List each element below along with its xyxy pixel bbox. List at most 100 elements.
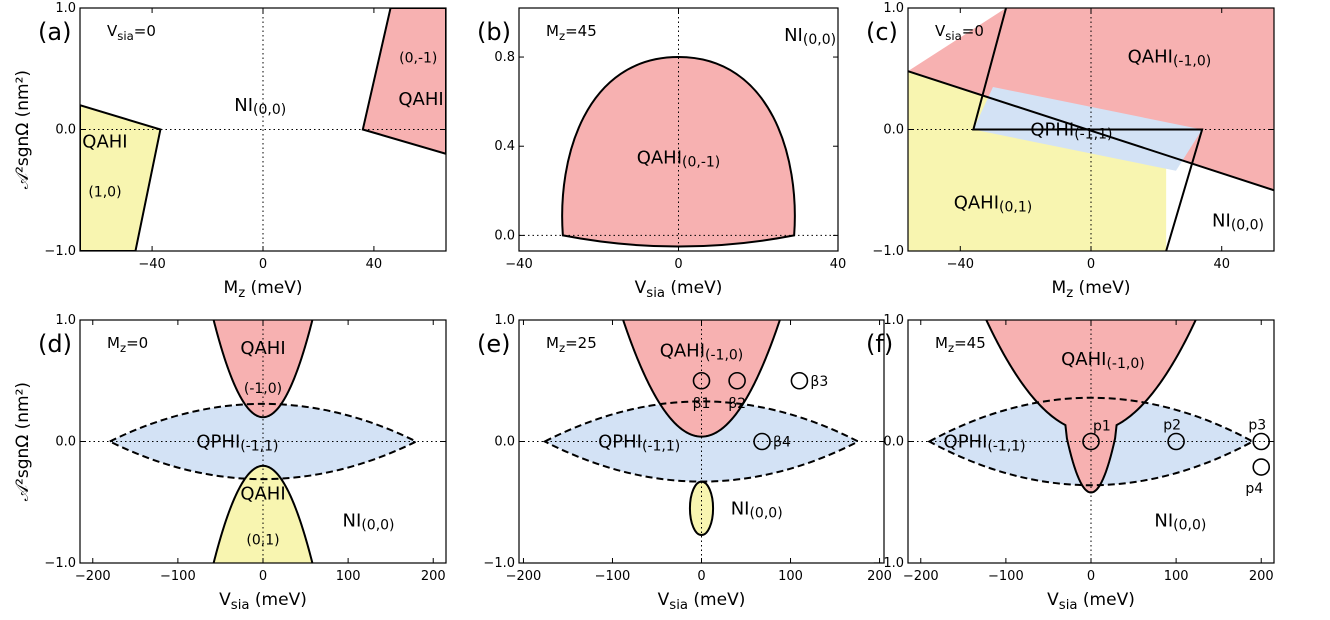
- y-tick-label: 0.4: [494, 139, 515, 154]
- plot-area-f: [908, 320, 1274, 563]
- marker-label-p2: p2: [1163, 418, 1181, 434]
- region-label: QPHI(-1,1): [196, 432, 278, 455]
- panel-info-b: Mz=45: [546, 22, 597, 43]
- x-tick-label: −40: [138, 257, 165, 272]
- region-label: (-1,0): [244, 381, 282, 397]
- panel-label-b: (b): [477, 18, 511, 46]
- x-tick-label: 200: [421, 569, 446, 584]
- x-axis-label-e: Vsia (meV): [658, 590, 746, 613]
- panel-label-f: (f): [866, 330, 893, 358]
- x-tick-label: −200: [75, 569, 111, 584]
- x-tick-label: 0: [1087, 569, 1095, 584]
- region-label: NI(0,0): [1154, 510, 1206, 533]
- boundary-parabola-red: [622, 320, 781, 438]
- x-tick-label: 0: [259, 569, 267, 584]
- x-tick-label: 0: [674, 257, 682, 272]
- marker-β2: [728, 371, 746, 390]
- x-tick-label: 200: [867, 569, 892, 584]
- plot-area-b: [519, 8, 838, 251]
- panel-info-e: Mz=25: [546, 334, 597, 355]
- marker-p1: [1082, 432, 1100, 451]
- boundary-QPHI-dashed: [542, 400, 861, 483]
- x-tick-label: −40: [505, 257, 532, 272]
- x-tick-label: 0: [697, 569, 705, 584]
- region-label: QAHI: [240, 338, 285, 359]
- x-tick-label: 40: [830, 257, 847, 272]
- region-label: QPHI(-1,1): [1030, 120, 1112, 143]
- x-tick-label: −100: [160, 569, 196, 584]
- marker-label-β4: β4: [773, 435, 791, 451]
- panel-info-c: Vsia=0: [935, 22, 984, 43]
- region-QAHI(0,1): [908, 71, 1167, 251]
- x-tick-label: 40: [366, 257, 383, 272]
- region-label: QAHI(-1,0): [660, 340, 744, 363]
- y-tick-label: 0.8: [494, 50, 515, 65]
- x-tick-label: 100: [1164, 569, 1189, 584]
- region-label: QAHI: [82, 132, 127, 153]
- panel-label-c: (c): [866, 18, 898, 46]
- region-QAHI(0,-1): [361, 8, 446, 155]
- y-tick-label: 0.0: [883, 435, 904, 450]
- panel-d: QAHI (-1,0) QPHI(-1,1) QAHI (0,1) NI(0,0) −200…: [13, 313, 447, 613]
- y-tick-label: 0.0: [883, 123, 904, 138]
- panel-info-f: Mz=45: [935, 334, 986, 355]
- panel-info-a: Vsia=0: [107, 22, 156, 43]
- plot-area-e: [519, 320, 884, 563]
- panel-label-d: (d): [38, 330, 72, 358]
- x-tick-label: −200: [506, 569, 542, 584]
- y-tick-label: 1.0: [494, 313, 515, 328]
- region-label: QAHI: [240, 484, 285, 505]
- panel-f: p1 p2 p3p4QAHI(-1,0)QPHI(-1,1)NI(0,0)−200−…: [866, 313, 1275, 613]
- y-tick-label: 0.0: [55, 123, 76, 138]
- boundary-QPHI-dashed: [927, 396, 1255, 487]
- marker-β3: [790, 371, 809, 390]
- region-label: (0,-1): [399, 51, 437, 67]
- boundary-parabola-red: [212, 320, 314, 419]
- y-tick-label: −1.0: [872, 244, 904, 259]
- panel-b: QAHI(0,-1) NI(0,0) −40 0 40 0.0 0.4 0.8 Vsia (me…: [477, 7, 847, 301]
- region-parabola-red: [213, 320, 313, 418]
- region-label: QPHI(-1,1): [944, 432, 1026, 455]
- marker-label-β2: β2: [728, 396, 746, 412]
- marker-p4: [1252, 458, 1271, 476]
- panel-label-e: (e): [477, 330, 511, 358]
- region-parabola-red: [623, 320, 780, 437]
- x-tick-label: −100: [595, 569, 631, 584]
- region-label: NI(0,0): [234, 95, 286, 118]
- region-label: QAHI: [398, 89, 443, 110]
- boundary-parabola-red: [985, 320, 1197, 494]
- y-tick-label: 0.0: [55, 435, 76, 450]
- marker-label-p3: p3: [1248, 418, 1266, 434]
- x-axis-label-f: Vsia (meV): [1047, 590, 1135, 613]
- region-label: QAHI(0,-1): [637, 147, 721, 170]
- panel-info-d: Mz=0: [107, 334, 148, 355]
- region-label: NI(0,0): [784, 25, 836, 48]
- panel-e: β1 β2β3β4QAHI(-1,0)QPHI(-1,1)NI(0,0)−200−…: [477, 313, 892, 613]
- marker-label-β1: β1: [693, 396, 711, 412]
- region-QAHI(1,0): [80, 104, 162, 251]
- x-tick-label: 0: [1087, 257, 1095, 272]
- x-tick-label: 200: [1249, 569, 1274, 584]
- plot-area-d: [80, 320, 446, 563]
- panel-a: QAHI (1,0) QAHI (0,-1) NI(0,0) −40 0 40 −1.0 0.0 1…: [13, 1, 447, 301]
- y-tick-label: 1.0: [55, 1, 76, 16]
- y-tick-label: −1.0: [44, 244, 76, 259]
- panel-c: QAHI(-1,0) QPHI(-1,1) QAHI(0,1) NI(0,0) −40 0…: [866, 1, 1275, 301]
- plot-area-c: [908, 8, 1274, 251]
- region-label: NI(0,0): [731, 498, 783, 521]
- region-label: (0,1): [246, 533, 279, 549]
- boundary-line-1: [972, 8, 1204, 251]
- x-tick-label: −200: [903, 569, 939, 584]
- region-label: QAHI(-1,0): [1128, 47, 1212, 70]
- y-tick-label: −1.0: [44, 556, 76, 571]
- y-tick-label: 0.0: [494, 435, 515, 450]
- y-axis-label: 𝒜²sgnΩ (nm²): [13, 382, 33, 501]
- marker-p2: [1167, 432, 1185, 451]
- marker-label-β3: β3: [810, 374, 828, 390]
- region-label: NI(0,0): [1212, 211, 1264, 234]
- region-label: QAHI(0,1): [954, 192, 1033, 215]
- panel-label-a: (a): [38, 18, 71, 46]
- x-tick-label: −40: [947, 257, 974, 272]
- y-tick-label: 1.0: [883, 313, 904, 328]
